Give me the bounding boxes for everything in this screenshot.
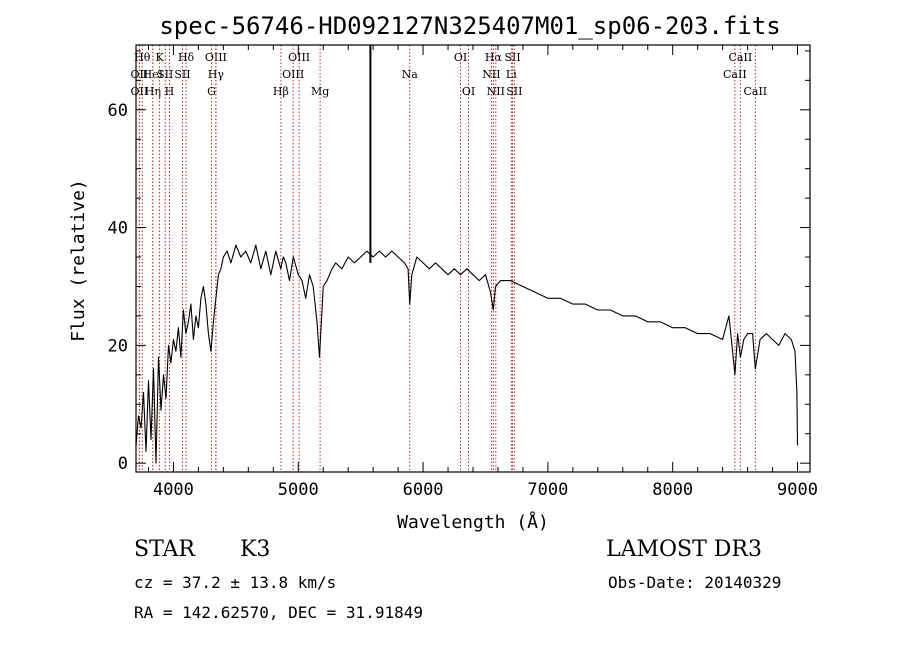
y-tick-label: 20 bbox=[108, 336, 128, 356]
line-label-24: Li bbox=[506, 68, 517, 81]
line-label-21: NII bbox=[482, 68, 500, 81]
x-tick-label: 4000 bbox=[153, 480, 194, 500]
line-label-26: CaII bbox=[729, 51, 753, 64]
line-label-20: Hα bbox=[485, 51, 503, 64]
x-tick-label: 5000 bbox=[278, 480, 319, 500]
chart-title: spec-56746-HD092127N325407M01_sp06-203.f… bbox=[159, 12, 780, 40]
line-label-10: OIII bbox=[205, 51, 227, 64]
line-label-2: OII bbox=[131, 85, 149, 98]
x-tick-label: 7000 bbox=[527, 480, 568, 500]
line-label-23: SII bbox=[504, 51, 520, 64]
line-label-11: Hγ bbox=[208, 68, 225, 81]
x-tick-label: 8000 bbox=[652, 480, 693, 500]
line-label-27: CaII bbox=[723, 68, 747, 81]
line-label-22: NII bbox=[487, 85, 505, 98]
line-label-15: OIII bbox=[282, 68, 304, 81]
survey-label: LAMOST DR3 bbox=[606, 537, 762, 562]
flux-series-line bbox=[135, 244, 799, 464]
plot-frame bbox=[135, 44, 811, 473]
x-tick-label: 6000 bbox=[403, 480, 444, 500]
line-label-6: SII bbox=[157, 68, 173, 81]
coordinates-text: RA = 142.62570, DEC = 31.91849 bbox=[134, 603, 423, 622]
line-label-7: H bbox=[165, 85, 175, 98]
line-label-4: Hη bbox=[145, 85, 161, 98]
line-label-28: CaII bbox=[743, 85, 767, 98]
line-label-19: OI bbox=[462, 85, 475, 98]
line-label-18: OI bbox=[454, 51, 467, 64]
line-label-9: SII bbox=[174, 68, 190, 81]
line-label-25: SII bbox=[506, 85, 522, 98]
x-tick-label: 9000 bbox=[777, 480, 818, 500]
observation-date-text: Obs-Date: 20140329 bbox=[608, 573, 782, 592]
object-type-label: STAR bbox=[134, 537, 195, 562]
spectral-subclass-label: K3 bbox=[240, 537, 271, 562]
line-label-13: Hβ bbox=[273, 85, 289, 98]
line-label-5: K bbox=[155, 51, 164, 64]
y-tick-label: 40 bbox=[108, 219, 128, 239]
y-tick-label: 60 bbox=[108, 101, 128, 121]
line-label-0: Hθ bbox=[134, 51, 151, 64]
x-axis-label: Wavelength (Å) bbox=[397, 511, 549, 533]
line-label-8: Hδ bbox=[178, 51, 195, 64]
line-label-17: Na bbox=[402, 68, 419, 81]
line-label-16: Mg bbox=[311, 85, 329, 98]
y-axis-label: Flux (relative) bbox=[68, 179, 89, 342]
y-tick-label: 0 bbox=[118, 454, 128, 474]
line-label-14: OIII bbox=[288, 51, 310, 64]
line-label-12: G bbox=[207, 85, 216, 98]
redshift-velocity-text: cz = 37.2 ± 13.8 km/s bbox=[134, 573, 337, 592]
